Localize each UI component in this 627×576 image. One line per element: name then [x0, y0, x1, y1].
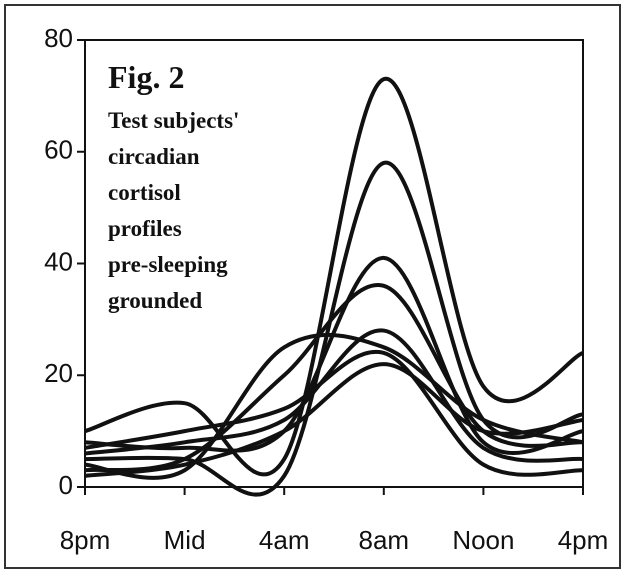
x-tick-label: 4pm	[558, 525, 609, 555]
series-line	[84, 255, 584, 455]
series-line	[84, 77, 584, 477]
outer-border	[4, 4, 621, 569]
y-tick-label: 80	[44, 23, 73, 53]
annotation: circadian	[108, 144, 200, 169]
series-line	[84, 349, 584, 477]
y-tick-label: 40	[44, 246, 73, 276]
series-line	[84, 362, 584, 478]
annotation: cortisol	[108, 180, 181, 205]
chart-title: Fig. 2	[108, 59, 184, 95]
x-tick-label: Noon	[452, 525, 514, 555]
series-line	[84, 328, 584, 463]
annotation: profiles	[108, 216, 182, 241]
series-line	[84, 332, 584, 480]
annotation: grounded	[108, 288, 202, 313]
annotation: Test subjects'	[108, 108, 239, 133]
y-tick-label: 20	[44, 358, 73, 388]
y-tick-label: 0	[59, 470, 73, 500]
x-tick-label: 8pm	[60, 525, 111, 555]
annotation: pre-sleeping	[108, 252, 228, 277]
x-tick-label: 8am	[359, 525, 410, 555]
x-tick-label: 4am	[259, 525, 310, 555]
x-tick-label: Mid	[164, 525, 206, 555]
y-tick-label: 60	[44, 135, 73, 165]
